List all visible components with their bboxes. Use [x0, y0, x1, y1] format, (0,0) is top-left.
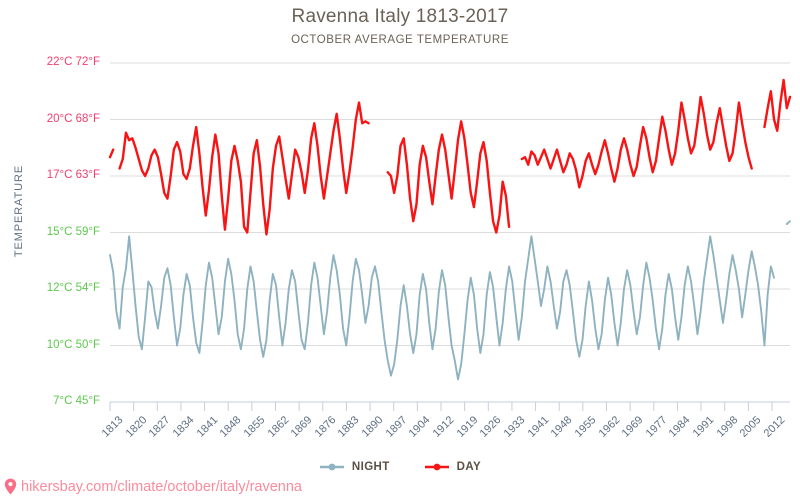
x-axis-tick-marks — [109, 402, 773, 411]
y-axis-tick-label: 7°C 45°F — [53, 395, 100, 407]
chart-subtitle: OCTOBER AVERAGE TEMPERATURE — [291, 34, 509, 46]
y-axis-tick-label: 10°C 50°F — [46, 338, 100, 351]
legend-label: NIGHT — [351, 461, 390, 473]
legend-item-night[interactable]: NIGHT — [319, 461, 390, 473]
gridlines — [110, 62, 790, 403]
map-pin-icon — [4, 478, 17, 495]
y-axis-tick-label: 17°C 63°F — [46, 169, 100, 181]
y-axis-tick-label: 12°C 54°F — [46, 282, 100, 294]
legend-item-day[interactable]: DAY — [424, 461, 481, 473]
chart-legend: NIGHT DAY — [0, 461, 800, 473]
footer-watermark: hikersbay.com/climate/october/italy/rave… — [4, 478, 302, 495]
y-axis-tick-label: 15°C 59°F — [46, 225, 100, 238]
y-axis-tick-label: 20°C 68°F — [46, 112, 100, 125]
series-line-night — [109, 220, 791, 381]
legend-swatch-icon — [319, 463, 344, 471]
footer-url-text: hikersbay.com/climate/october/italy/rave… — [21, 478, 302, 495]
legend-swatch-icon — [424, 463, 449, 471]
chart-title: Ravenna Italy 1813-2017 — [291, 6, 509, 27]
legend-label: DAY — [456, 461, 482, 473]
series-line-day — [108, 78, 792, 236]
y-axis-tick-label: 22°C 72°F — [46, 56, 100, 68]
